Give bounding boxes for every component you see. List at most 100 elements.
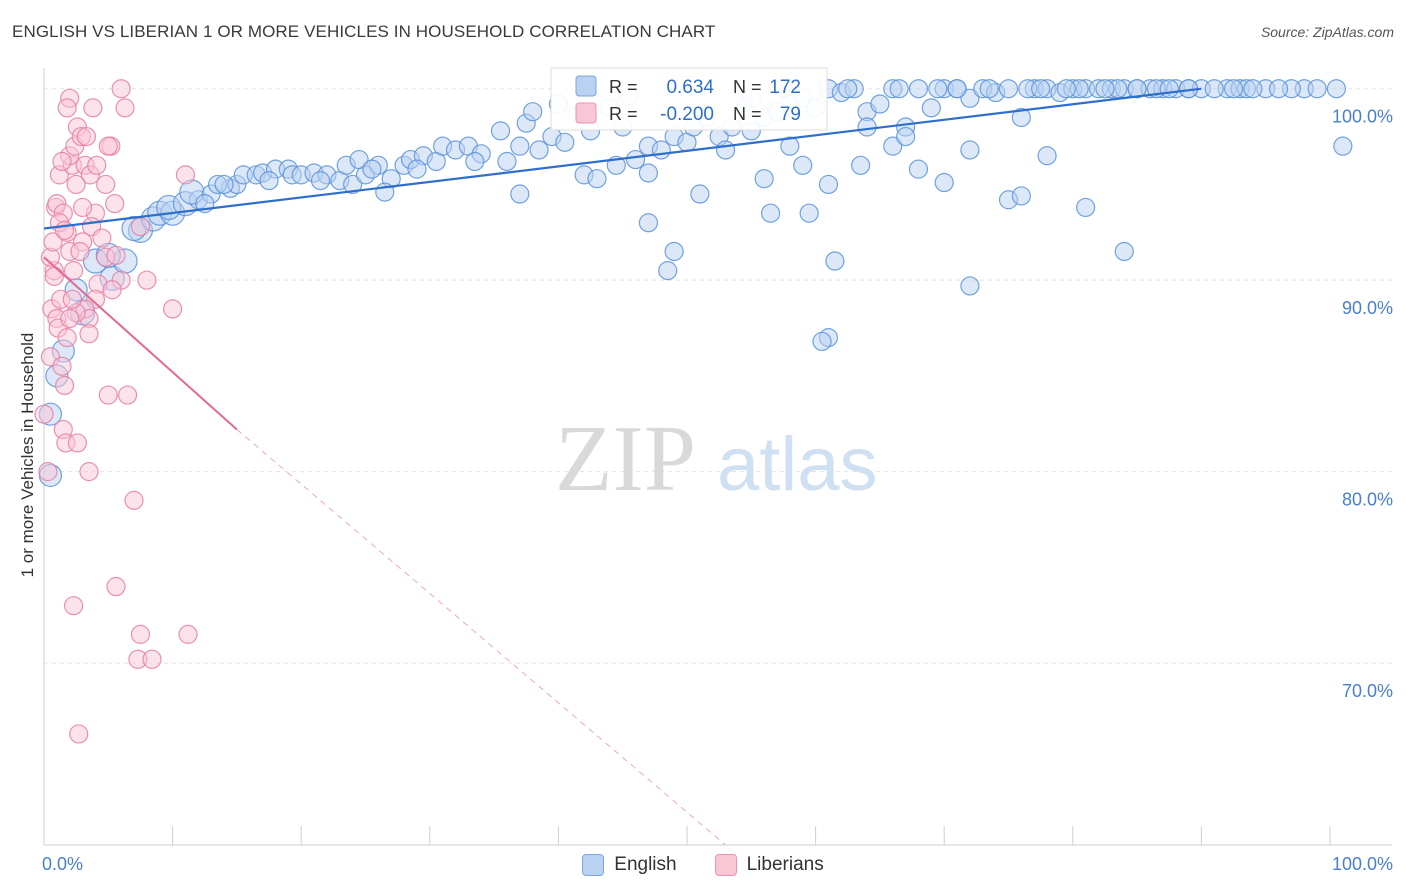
english-point-35 — [349, 149, 369, 170]
english-point-114 — [760, 203, 781, 223]
english-point-132 — [780, 136, 800, 156]
english-point-47 — [497, 151, 517, 172]
y-tick-label-2: 90.0% — [1342, 298, 1393, 318]
english-point-84 — [960, 88, 980, 108]
liberians-point-63 — [178, 624, 198, 644]
liberians-point-54 — [62, 289, 82, 309]
stats-r-value-1: -0.200 — [660, 104, 714, 125]
english-point-110 — [587, 169, 607, 189]
english-point-153 — [259, 171, 279, 191]
english-point-131 — [658, 261, 678, 281]
watermark: ZIP atlas — [555, 407, 878, 511]
english-point-124 — [1037, 146, 1057, 166]
english-point-162 — [715, 140, 736, 160]
english-point-134 — [960, 276, 980, 296]
english-point-158 — [465, 151, 485, 172]
english-point-113 — [690, 184, 710, 204]
english-point-81 — [921, 98, 941, 118]
english-point-125 — [1076, 197, 1096, 218]
liberians-point-58 — [117, 385, 138, 405]
liberians-point-1 — [38, 462, 58, 482]
english-point-136 — [812, 331, 832, 352]
liberians-point-37 — [111, 79, 131, 99]
english-point-171 — [1095, 79, 1115, 99]
axes: 70.0% 80.0% 90.0% 100.0% 0.0% 100.0% — [42, 68, 1393, 874]
y-tick-label-1: 80.0% — [1342, 490, 1393, 510]
english-point-118 — [883, 136, 903, 156]
liberians-point-66 — [69, 724, 89, 744]
liberians-point-73 — [66, 174, 86, 195]
english-point-167 — [928, 79, 948, 99]
english-point-149 — [1333, 136, 1353, 156]
stats-r-value-0: 0.634 — [666, 77, 714, 98]
watermark-zip: ZIP — [555, 407, 696, 511]
liberians-point-21 — [67, 433, 88, 453]
english-point-139 — [896, 126, 916, 147]
liberians-points — [34, 79, 198, 744]
liberians-point-34 — [87, 155, 107, 175]
series-legend: English Liberians — [0, 850, 1406, 880]
liberians-point-65 — [142, 649, 162, 669]
y-tick-label-0: 70.0% — [1342, 681, 1393, 701]
english-point-123 — [1011, 186, 1031, 206]
liberians-point-18 — [54, 375, 75, 396]
english-point-59 — [651, 140, 671, 160]
stats-n-value-0: 172 — [769, 77, 801, 98]
liberians-point-60 — [106, 576, 126, 597]
liberians-point-22 — [79, 462, 99, 482]
english-point-140 — [947, 79, 967, 99]
watermark-atlas: atlas — [717, 422, 878, 507]
liberians-point-38 — [96, 174, 116, 195]
english-point-115 — [799, 203, 819, 223]
liberians-point-70 — [130, 216, 151, 237]
english-point-50 — [529, 140, 549, 160]
grid-lines — [44, 88, 1392, 664]
english-point-138 — [857, 117, 877, 137]
english-point-159 — [523, 102, 543, 122]
y-tick-label-3: 100.0% — [1332, 107, 1393, 127]
legend-item-liberians[interactable]: Liberians — [714, 854, 824, 876]
stats-swatch-1 — [575, 102, 597, 124]
stats-swatch-0 — [575, 75, 597, 97]
english-point-172 — [1159, 79, 1179, 99]
legend-item-english[interactable]: English — [582, 854, 677, 876]
english-point-87 — [998, 79, 1019, 99]
english-point-88 — [1011, 107, 1031, 128]
english-point-57 — [625, 149, 646, 170]
english-point-152 — [214, 174, 234, 195]
english-point-170 — [1056, 79, 1076, 99]
x-tick-label-0: 0.0% — [42, 854, 83, 874]
liberians-point-57 — [98, 385, 118, 405]
stats-legend: R = 0.634 N = 172 R = -0.200 N = 79 — [550, 67, 828, 131]
english-point-133 — [825, 251, 845, 271]
stats-r-label-0: R = — [609, 77, 638, 97]
trend-lines — [43, 87, 1202, 846]
liberians-point-17 — [52, 356, 72, 376]
english-point-166 — [889, 79, 909, 99]
legend-label-english: English — [614, 854, 677, 875]
liberians-point-61 — [63, 596, 84, 616]
english-point-116 — [818, 174, 839, 195]
liberians-point-13 — [63, 261, 84, 281]
english-point-168 — [979, 79, 999, 99]
english-point-52 — [555, 132, 575, 152]
english-point-108 — [510, 184, 530, 204]
y-axis-label: 1 or more Vehicles in Household — [18, 333, 37, 578]
liberians-point-44 — [92, 228, 112, 248]
english-point-48 — [510, 136, 530, 156]
liberians-point-74 — [52, 151, 72, 172]
liberians-point-78 — [54, 220, 75, 241]
liberians-point-46 — [106, 245, 126, 265]
x-tick-label-1: 100.0% — [1332, 854, 1393, 874]
english-point-46 — [490, 121, 511, 141]
liberians-point-68 — [163, 299, 183, 319]
english-point-112 — [754, 169, 774, 189]
source-label: Source: ZipAtlas.com — [1260, 24, 1394, 40]
english-point-157 — [407, 159, 427, 179]
english-point-146 — [1204, 79, 1224, 99]
liberians-trend-line — [43, 256, 238, 431]
english-trend-line — [43, 87, 1202, 230]
english-point-117 — [851, 155, 871, 175]
liberians-point-29 — [83, 98, 103, 118]
